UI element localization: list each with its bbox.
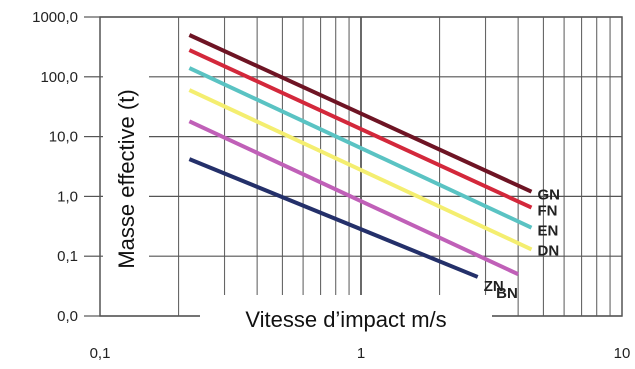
x-axis-title: Vitesse d’impact m/s <box>245 307 446 332</box>
ylabel-box <box>103 58 149 300</box>
series-line-dn <box>188 88 533 252</box>
series-line-gn <box>188 33 533 194</box>
series-line-en <box>188 66 533 230</box>
y-tick-label: 0,0 <box>57 308 78 325</box>
series-label-fn: FN <box>537 203 557 220</box>
y-tick-label: 0,1 <box>57 248 78 265</box>
tick-label-layer: 1000,0 100,0 10,0 1,0 0,1 0,0 0,1 1 10 <box>32 9 630 362</box>
y-tick-label: 10,0 <box>49 129 78 146</box>
series-line-fn <box>188 48 533 210</box>
x-tick-label: 10 <box>614 345 631 362</box>
y-tick-label: 1,0 <box>57 188 78 205</box>
grid-layer <box>99 16 623 317</box>
series-layer <box>188 33 533 279</box>
x-tick-label: 1 <box>357 345 365 362</box>
y-tick-label: 1000,0 <box>32 9 78 26</box>
series-label-zn: ZN <box>484 278 504 295</box>
y-tick-label: 100,0 <box>40 69 78 86</box>
series-line-zn <box>188 157 479 279</box>
series-label-dn: DN <box>537 242 559 259</box>
series-label-en: EN <box>537 223 558 240</box>
x-tick-label: 0,1 <box>90 345 111 362</box>
series-line-bn <box>188 119 519 277</box>
series-label-bn: BN <box>496 285 518 302</box>
y-axis-title: Masse effective (t) <box>114 89 139 268</box>
xlabel-box <box>200 295 492 339</box>
series-label-gn: GN <box>537 187 560 204</box>
